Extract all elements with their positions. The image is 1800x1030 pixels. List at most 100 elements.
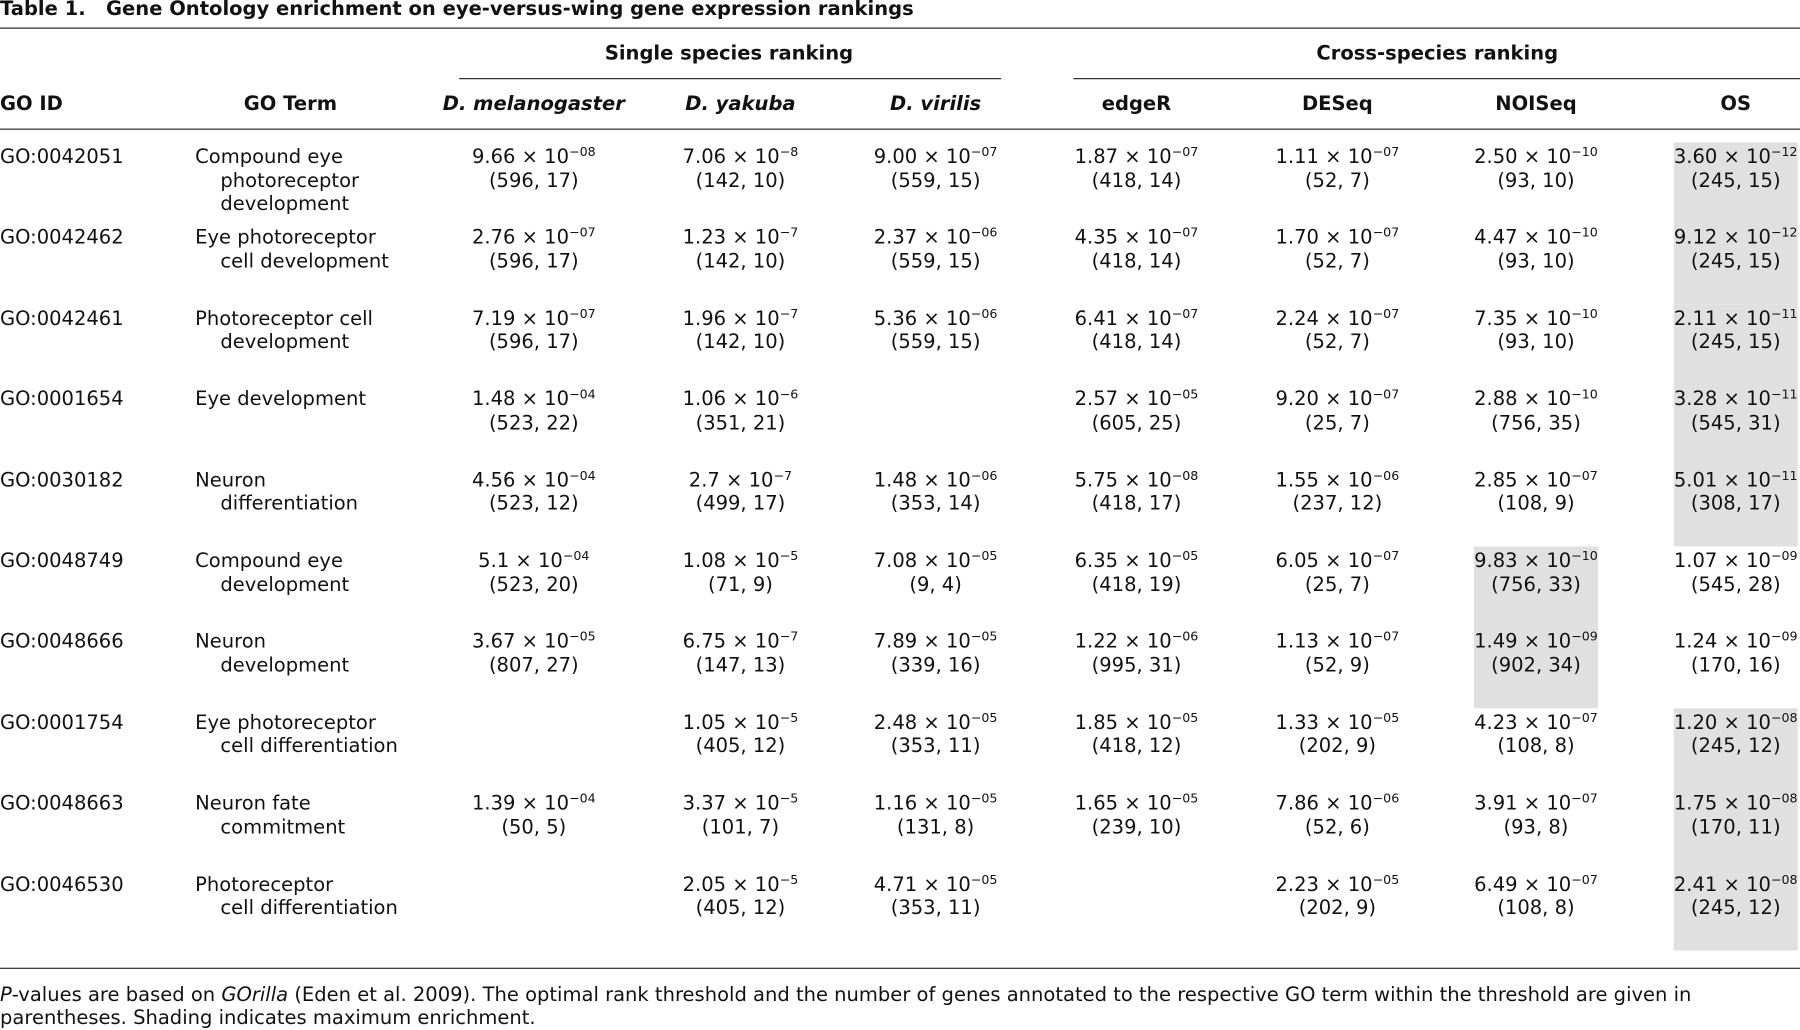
p-value-base: 2.24 × 10 [1275, 307, 1373, 331]
column-header: OS [1720, 92, 1752, 116]
p-value: 1.07 × 10−09 [1674, 550, 1798, 574]
gene-counts: (353, 11) [890, 735, 981, 758]
p-value-base: 1.13 × 10 [1275, 630, 1373, 654]
p-value: 1.75 × 10−08 [1674, 792, 1798, 816]
p-value-exponent: −07 [1372, 144, 1400, 160]
p-value-exponent: −7 [779, 306, 799, 322]
column-header: NOISeq [1495, 92, 1577, 116]
p-value-exponent: −12 [1770, 144, 1798, 160]
p-value: 4.56 × 10−04 [472, 469, 596, 493]
p-value-base: 1.20 × 10 [1673, 711, 1771, 735]
p-value-base: 6.75 × 10 [682, 630, 780, 654]
go-id: GO:0048749 [0, 549, 124, 573]
p-value: 2.24 × 10−07 [1276, 307, 1400, 331]
gene-counts: (418, 17) [1091, 492, 1182, 516]
p-value-exponent: −05 [1372, 710, 1400, 726]
gene-counts: (418, 14) [1091, 250, 1182, 274]
gene-counts: (142, 10) [695, 169, 786, 193]
p-value: 2.88 × 10−10 [1474, 388, 1598, 412]
go-id: GO:0001754 [0, 711, 124, 735]
gene-counts: (523, 20) [488, 573, 579, 597]
p-value-base: 1.05 × 10 [682, 711, 780, 735]
title-text: Gene Ontology enrichment on eye-versus-w… [106, 0, 914, 21]
p-value: 5.75 × 10−08 [1075, 469, 1199, 493]
gene-counts: (559, 15) [890, 169, 981, 193]
p-value-base: 5.1 × 10 [478, 549, 563, 573]
p-value: 5.01 × 10−11 [1674, 469, 1798, 493]
p-value: 5.1 × 10−04 [478, 550, 589, 574]
p-value: 4.71 × 10−05 [874, 873, 998, 897]
p-value-base: 2.48 × 10 [873, 711, 971, 735]
p-value: 5.36 × 10−06 [874, 307, 998, 331]
p-value: 2.57 × 10−05 [1075, 388, 1199, 412]
gene-counts: (545, 31) [1690, 411, 1781, 435]
p-value-exponent: −7 [779, 629, 799, 645]
column-header: DESeq [1301, 92, 1373, 116]
footnote-text: GOrilla [221, 983, 289, 1007]
gene-counts: (339, 16) [890, 654, 981, 678]
gene-counts: (353, 14) [890, 492, 981, 516]
p-value: 7.89 × 10−05 [874, 631, 998, 655]
gene-counts: (418, 14) [1091, 169, 1182, 193]
p-value: 1.11 × 10−07 [1276, 146, 1400, 170]
column-header: GO ID [0, 92, 63, 116]
bottom-rule [0, 967, 1800, 969]
p-value-base: 1.87 × 10 [1074, 145, 1172, 169]
p-value-base: 9.00 × 10 [873, 145, 971, 169]
p-value-base: 1.16 × 10 [873, 792, 971, 816]
p-value: 2.05 × 10−5 [683, 873, 799, 897]
p-value: 9.83 × 10−10 [1474, 550, 1598, 574]
p-value-base: 9.66 × 10 [471, 145, 570, 169]
p-value-exponent: −07 [569, 306, 596, 322]
footnote-text: P [0, 983, 12, 1007]
p-value-base: 1.07 × 10 [1673, 549, 1771, 573]
p-value-exponent: −6 [779, 387, 799, 403]
p-value-exponent: −05 [1372, 871, 1400, 887]
p-value-exponent: −07 [1372, 306, 1400, 322]
gene-counts: (52, 9) [1304, 654, 1370, 678]
p-value-exponent: −10 [1571, 387, 1598, 403]
gene-counts: (93, 10) [1497, 169, 1575, 193]
p-value-base: 2.88 × 10 [1474, 388, 1572, 412]
p-value-exponent: −10 [1571, 144, 1598, 160]
p-value-base: 1.23 × 10 [682, 226, 780, 250]
p-value-exponent: −07 [1372, 387, 1400, 403]
p-value: 7.08 × 10−05 [874, 550, 998, 574]
shading [1673, 788, 1798, 871]
gene-counts: (245, 12) [1690, 735, 1781, 758]
go-term: Neuron [195, 630, 267, 654]
p-value-exponent: −07 [1171, 144, 1199, 160]
p-value-exponent: −05 [1171, 548, 1199, 564]
go-term: cell differentiation [220, 896, 398, 920]
p-value: 2.23 × 10−05 [1276, 873, 1400, 897]
p-value-base: 1.11 × 10 [1275, 145, 1373, 169]
p-value: 3.60 × 10−12 [1674, 146, 1798, 170]
p-value: 1.48 × 10−04 [472, 388, 596, 412]
p-value: 1.49 × 10−09 [1474, 631, 1598, 655]
gene-counts: (108, 9) [1497, 492, 1575, 516]
gene-counts: (142, 10) [695, 250, 786, 274]
group-header: Cross-species ranking [1316, 42, 1559, 66]
p-value-exponent: −7 [779, 225, 799, 241]
column-header: D. virilis [890, 92, 982, 116]
shading [1673, 303, 1798, 386]
go-term: Photoreceptor cell [195, 307, 373, 331]
p-value-base: 4.47 × 10 [1474, 226, 1572, 250]
p-value-exponent: −05 [970, 629, 998, 645]
p-value-exponent: −07 [1571, 710, 1598, 726]
p-value: 1.96 × 10−7 [683, 307, 799, 331]
p-value-base: 1.96 × 10 [682, 307, 780, 331]
p-value-base: 6.49 × 10 [1474, 873, 1572, 897]
p-value-exponent: −06 [1372, 467, 1400, 483]
p-value: 1.13 × 10−07 [1276, 631, 1400, 655]
p-value-exponent: −05 [569, 629, 596, 645]
gene-counts: (405, 12) [695, 896, 786, 920]
p-value: 1.55 × 10−06 [1276, 469, 1400, 493]
p-value: 1.06 × 10−6 [683, 388, 799, 412]
gene-counts: (93, 10) [1497, 330, 1575, 354]
gene-counts: (405, 12) [695, 735, 786, 758]
p-value-base: 1.06 × 10 [682, 388, 780, 412]
gene-counts: (52, 6) [1304, 815, 1370, 839]
gene-counts: (545, 28) [1690, 573, 1781, 597]
